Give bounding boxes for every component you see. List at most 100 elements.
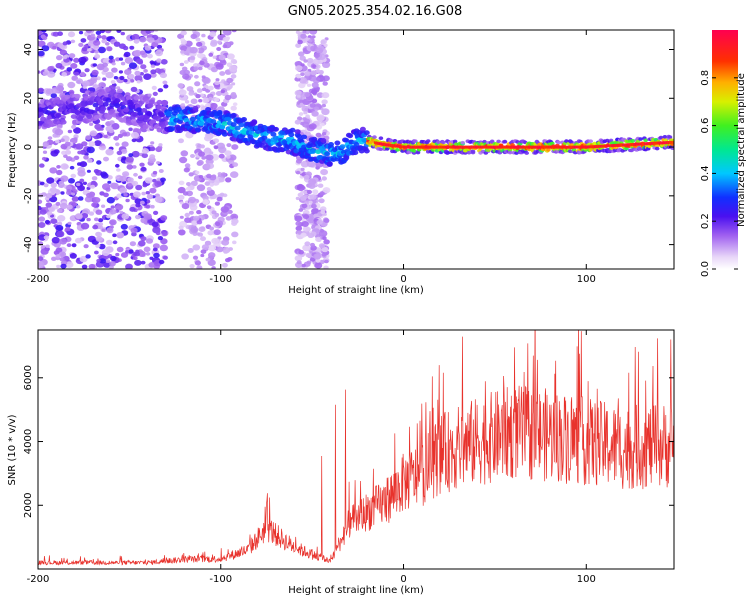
spectrogram-cell bbox=[183, 117, 190, 123]
spectrogram-cell bbox=[363, 148, 370, 154]
spectrogram-cell bbox=[209, 151, 214, 155]
y-tick-label: -40 bbox=[23, 236, 34, 252]
spectrogram-cell bbox=[73, 137, 78, 141]
spectrogram-cell bbox=[86, 192, 93, 198]
spectrogram-cell bbox=[196, 265, 203, 269]
spectrogram-cell bbox=[193, 215, 200, 221]
spectrogram-cell bbox=[51, 236, 60, 244]
spectrogram-cell bbox=[188, 210, 194, 215]
spectrogram-cell bbox=[298, 82, 306, 89]
spectrogram-cell bbox=[198, 151, 205, 157]
spectrogram-cell bbox=[106, 114, 113, 119]
spectrogram-cell bbox=[189, 116, 196, 122]
spectrogram-cell bbox=[48, 207, 54, 212]
spectrogram-cell bbox=[194, 127, 201, 132]
spectrogram-cell bbox=[195, 94, 201, 99]
spectrogram-cell bbox=[109, 208, 117, 215]
spectrogram-cell bbox=[225, 258, 231, 263]
spectrogram-cell bbox=[133, 191, 141, 198]
spectrogram-cell bbox=[425, 139, 431, 143]
spectrogram-cell bbox=[295, 158, 302, 164]
spectrogram-cell bbox=[38, 30, 43, 36]
spectrogram-cell bbox=[39, 163, 45, 168]
spectrogram-cell bbox=[140, 64, 147, 70]
spectrogram-cell bbox=[114, 103, 121, 109]
spectrogram-cell bbox=[105, 239, 113, 246]
spectrogram-cell bbox=[160, 215, 168, 221]
spectrogram-cell bbox=[128, 127, 133, 132]
spectrogram-cell bbox=[156, 161, 161, 165]
spectrogram-cell bbox=[303, 59, 308, 63]
spectrogram-cell bbox=[95, 243, 101, 248]
spectrogram-cell bbox=[145, 238, 154, 244]
spectrogram-cell bbox=[129, 45, 135, 50]
spectrogram-cell bbox=[146, 194, 154, 200]
spectrogram-cell bbox=[216, 47, 222, 51]
spectrogram-cell bbox=[388, 138, 394, 143]
spectrogram-cell bbox=[130, 131, 140, 139]
spectrogram-cell bbox=[298, 51, 305, 57]
spectrogram-cell bbox=[140, 200, 145, 205]
spectrogram-cell bbox=[159, 72, 167, 79]
spectrogram-cell bbox=[159, 244, 168, 252]
spectrogram-cell bbox=[296, 260, 302, 265]
spectrogram-cell bbox=[203, 163, 211, 169]
spectrogram-cell bbox=[295, 65, 303, 72]
spectrogram-cell bbox=[230, 58, 237, 64]
spectrogram-cell bbox=[177, 186, 186, 194]
spectrogram-cell bbox=[102, 62, 108, 68]
spectrogram-cell bbox=[323, 265, 329, 269]
spectrogram-cell bbox=[215, 63, 224, 70]
snr-x-label: Height of straight line (km) bbox=[288, 585, 424, 596]
spectrogram-cell bbox=[120, 223, 128, 230]
spectrogram-cell bbox=[88, 141, 96, 147]
spectrogram-cell bbox=[76, 182, 81, 187]
spectrogram-cell bbox=[315, 47, 324, 54]
spectrogram-cell bbox=[213, 145, 219, 150]
spectrogram-cell bbox=[67, 129, 73, 134]
spectrogram-cell bbox=[75, 143, 84, 150]
spectrogram-cell bbox=[56, 221, 63, 226]
spectrogram-cell bbox=[141, 153, 148, 159]
spectrogram-cell bbox=[120, 252, 129, 258]
snr-y-ticks: 2000 4000 6000 bbox=[23, 365, 674, 518]
spectrogram-cell bbox=[226, 77, 234, 84]
spectrogram-cell bbox=[38, 216, 46, 222]
spectrogram-cell bbox=[144, 45, 152, 51]
spectrogram-cell bbox=[204, 147, 211, 153]
spectrogram-cell bbox=[204, 135, 212, 142]
spectrogram-cell bbox=[132, 112, 139, 117]
spectrogram-cell bbox=[106, 196, 115, 204]
spectrogram-cell bbox=[270, 131, 277, 137]
spectrogram-cell bbox=[199, 60, 205, 66]
spectrogram-cell bbox=[309, 194, 317, 200]
spectrogram-cell bbox=[227, 53, 235, 60]
spectrogram-cell bbox=[41, 30, 47, 33]
spectrogram-cell bbox=[207, 85, 214, 91]
spectrogram-cell bbox=[232, 162, 239, 167]
spectrogram-cell bbox=[137, 111, 144, 116]
spectrogram-cell bbox=[188, 172, 194, 177]
spectrogram-cell bbox=[153, 210, 159, 215]
spectrogram-cell bbox=[108, 55, 114, 60]
spectrogram-cell bbox=[113, 41, 121, 47]
spectrogram-cell bbox=[139, 50, 146, 56]
spectrogram-cell bbox=[133, 49, 142, 57]
spectrogram-cell bbox=[323, 43, 328, 47]
spectrogram-cell bbox=[300, 195, 307, 201]
spectrogram-cell bbox=[89, 130, 98, 137]
spectrogram-cell bbox=[211, 174, 217, 179]
spectrogram-cell bbox=[123, 193, 128, 197]
spectrogram-cell bbox=[59, 49, 68, 56]
x-tick-label: 100 bbox=[577, 574, 596, 585]
spectrogram-cell bbox=[135, 203, 141, 208]
spectrogram-cell bbox=[50, 182, 57, 188]
spectrogram-cell bbox=[220, 89, 226, 94]
spectrogram-cell bbox=[71, 75, 78, 81]
spectrogram-cell bbox=[306, 57, 314, 64]
spectrogram-cell bbox=[79, 161, 88, 168]
spectrogram-cell bbox=[101, 204, 106, 208]
spectrogram-cell bbox=[209, 226, 215, 231]
spectrogram-cell bbox=[322, 187, 331, 194]
spectrogram-cell bbox=[122, 132, 128, 137]
